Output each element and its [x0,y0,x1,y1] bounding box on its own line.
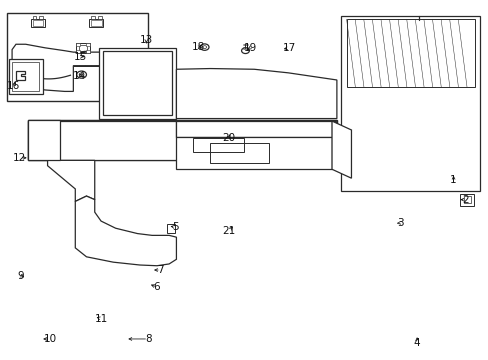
Polygon shape [28,120,336,160]
Text: 8: 8 [144,334,151,344]
Text: 5: 5 [172,222,179,232]
Bar [73,52,130,66]
Polygon shape [331,121,351,178]
Polygon shape [28,121,335,160]
Text: 13: 13 [140,35,153,45]
Bar [210,143,268,163]
Text: 6: 6 [153,282,160,292]
Text: 21: 21 [222,226,235,236]
Text: 20: 20 [222,133,235,143]
Polygon shape [340,16,479,191]
Polygon shape [28,120,336,159]
Bar [166,224,175,233]
Polygon shape [9,59,42,94]
Text: 7: 7 [157,265,164,275]
Text: 14: 14 [72,71,85,81]
Bar [32,20,43,26]
Bar [76,50,80,53]
Bar [89,19,103,27]
Polygon shape [99,48,176,118]
Bar [32,17,36,19]
Bar [12,62,39,91]
Polygon shape [47,160,95,202]
Polygon shape [28,120,60,160]
Text: 9: 9 [18,271,24,281]
Polygon shape [16,71,25,80]
Polygon shape [12,44,130,91]
Bar [76,43,80,46]
Text: 15: 15 [73,52,86,62]
Bar [193,138,244,152]
Bar [31,19,44,27]
Text: 19: 19 [243,43,256,53]
Text: 10: 10 [43,334,57,344]
Bar [98,17,102,19]
Bar [91,17,95,19]
Bar [86,43,90,46]
Polygon shape [176,121,331,137]
Bar [7,13,148,102]
Text: 17: 17 [282,43,295,53]
Text: 18: 18 [191,42,204,52]
Text: 3: 3 [396,218,403,228]
Text: 11: 11 [94,314,107,324]
Text: 16: 16 [7,81,20,91]
Bar [76,43,90,53]
Bar [463,197,469,203]
Bar [79,45,87,51]
Polygon shape [176,68,336,118]
Polygon shape [75,196,176,266]
Polygon shape [176,137,331,169]
Text: 2: 2 [462,195,468,204]
Bar [86,50,90,53]
Text: 1: 1 [449,175,456,185]
Text: 12: 12 [13,153,26,163]
Bar [91,20,102,26]
Bar [459,194,473,206]
Text: 4: 4 [413,338,420,347]
Bar [39,17,43,19]
